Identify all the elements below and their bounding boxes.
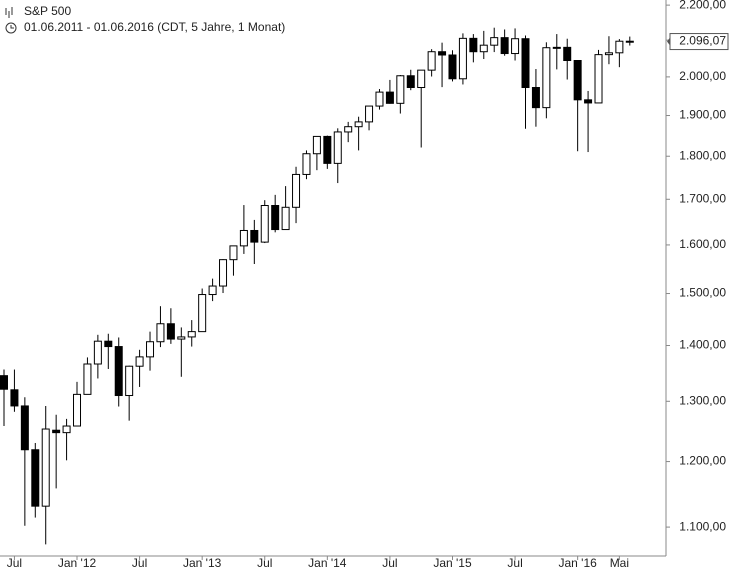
chart-icon <box>5 7 13 18</box>
y-tick-label: 1.300,00 <box>679 393 726 407</box>
candle-body <box>563 46 572 62</box>
candle-body <box>62 425 71 434</box>
candle-body <box>333 131 342 164</box>
x-tick-label: Jan '16 <box>558 556 597 570</box>
last-value-label: 2.096,07 <box>679 34 726 48</box>
candle-body <box>604 52 613 56</box>
chart-title: S&P 500 <box>24 4 71 18</box>
candle-body <box>156 323 165 343</box>
candle-body <box>573 60 582 101</box>
candle-body <box>146 341 155 358</box>
candle-body <box>584 99 593 104</box>
candle-body <box>344 126 353 133</box>
x-tick-label: Jan '14 <box>308 556 347 570</box>
candle-body <box>166 323 175 340</box>
x-tick-label: Jan '13 <box>183 556 222 570</box>
x-tick-label: Jul <box>7 556 22 570</box>
candle-body <box>511 38 520 55</box>
chart-subtitle: 01.06.2011 - 01.06.2016 (CDT, 5 Jahre, 1… <box>24 20 285 34</box>
y-tick-label: 2.000,00 <box>679 69 726 83</box>
y-tick-label: 1.500,00 <box>679 286 726 300</box>
clock-hand <box>10 25 14 29</box>
candle-body <box>490 37 499 46</box>
candle-body <box>323 135 332 164</box>
candle-body <box>427 51 436 71</box>
candle-body <box>417 69 426 89</box>
candle-body <box>469 37 478 53</box>
candle-body <box>385 91 394 104</box>
candle-body <box>521 38 530 89</box>
candle-body <box>229 245 238 261</box>
candle-body <box>125 365 134 397</box>
candle-body <box>500 37 509 55</box>
candle-body <box>52 429 61 434</box>
candle-body <box>542 47 551 109</box>
candle-body <box>104 340 113 348</box>
candle-body <box>271 205 280 231</box>
x-tick-label: Jul <box>507 556 522 570</box>
x-tick-label: Jul <box>382 556 397 570</box>
candle-body <box>281 206 290 231</box>
candle-body <box>187 331 196 338</box>
y-tick-label: 2.200,00 <box>679 0 726 11</box>
candle-body <box>10 389 19 407</box>
candle-body <box>31 449 40 507</box>
y-tick-label: 1.800,00 <box>679 148 726 162</box>
candle-body <box>0 375 8 390</box>
y-tick-label: 1.100,00 <box>679 519 726 533</box>
candle-body <box>552 46 561 49</box>
candle-body <box>302 153 311 175</box>
candle-body <box>177 336 186 340</box>
candle-body <box>448 54 457 80</box>
candle-body <box>292 173 301 208</box>
y-tick-label: 1.600,00 <box>679 237 726 251</box>
last-value-pointer <box>667 37 670 46</box>
candle-body <box>625 40 634 43</box>
candle-body <box>531 87 540 109</box>
candle-body <box>594 54 603 104</box>
candle-body <box>93 340 102 365</box>
candle-body <box>83 363 92 395</box>
x-tick-label: Mai <box>610 556 629 570</box>
y-tick-label: 1.700,00 <box>679 191 726 205</box>
candle-body <box>135 356 144 367</box>
candle-body <box>615 40 624 54</box>
candle-body <box>354 121 363 128</box>
candle-body <box>198 294 207 333</box>
candle-body <box>41 428 50 507</box>
candle-body <box>73 393 82 427</box>
candle-body <box>312 135 321 155</box>
y-tick-label: 1.400,00 <box>679 338 726 352</box>
candle-body <box>260 205 269 243</box>
candle-body <box>479 44 488 53</box>
candle-body <box>396 75 405 104</box>
x-tick-label: Jul <box>257 556 272 570</box>
x-tick-label: Jan '15 <box>433 556 472 570</box>
candle-body <box>365 105 374 123</box>
candle-body <box>458 37 467 80</box>
candle-body <box>239 229 248 247</box>
candle-body <box>250 229 259 243</box>
y-tick-label: 1.900,00 <box>679 108 726 122</box>
y-tick-label: 1.200,00 <box>679 454 726 468</box>
clock-icon <box>5 22 17 34</box>
candle-body <box>208 285 217 296</box>
candle-body <box>375 91 384 107</box>
candle-body <box>406 75 415 89</box>
candle-body <box>438 51 447 56</box>
x-tick-label: Jan '12 <box>58 556 97 570</box>
x-tick-label: Jul <box>132 556 147 570</box>
candle-body <box>114 346 123 397</box>
candle-body <box>219 259 228 287</box>
candle-body <box>20 405 29 451</box>
